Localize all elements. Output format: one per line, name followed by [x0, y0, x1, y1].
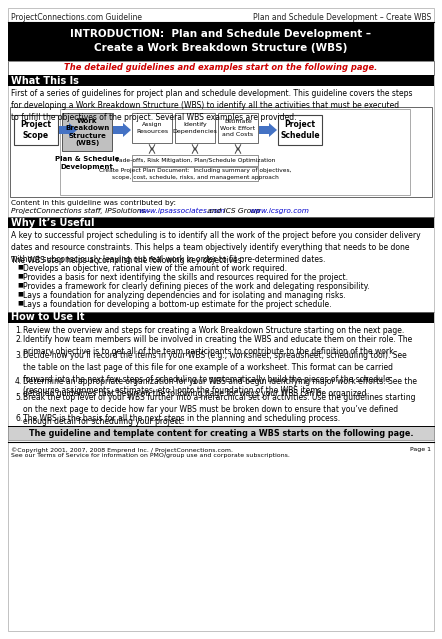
- Text: ■: ■: [17, 300, 23, 305]
- Text: ©Copyright 2001, 2007, 2008 Emprend Inc. / ProjectConnections.com.: ©Copyright 2001, 2007, 2008 Emprend Inc.…: [11, 447, 233, 452]
- Bar: [132, 167, 258, 181]
- Text: ■: ■: [17, 264, 23, 269]
- Text: Provides a framework for clearly defining pieces of the work and delegating resp: Provides a framework for clearly definin…: [23, 282, 370, 291]
- Text: 2.: 2.: [15, 335, 22, 344]
- Text: Assign
Resources: Assign Resources: [136, 123, 168, 134]
- Polygon shape: [113, 123, 131, 137]
- Polygon shape: [59, 123, 77, 137]
- Text: 6.: 6.: [15, 414, 22, 423]
- Text: Identify
Dependencies: Identify Dependencies: [172, 123, 217, 134]
- Bar: [60, 109, 410, 195]
- Text: First of a series of guidelines for project plan and schedule development. This : First of a series of guidelines for proj…: [11, 89, 412, 121]
- Text: How to Use It: How to Use It: [11, 312, 84, 323]
- Text: Why It’s Useful: Why It’s Useful: [11, 217, 95, 227]
- Text: Project
Schedule: Project Schedule: [280, 120, 320, 140]
- Text: 5.: 5.: [15, 393, 22, 402]
- Text: www.ipsassociates.com: www.ipsassociates.com: [138, 208, 225, 214]
- Text: Page 1: Page 1: [410, 447, 431, 452]
- Text: INTRODUCTION:  Plan and Schedule Development –: INTRODUCTION: Plan and Schedule Developm…: [71, 29, 371, 39]
- Bar: [8, 75, 434, 86]
- Bar: [14, 115, 58, 145]
- Text: Plan and Schedule Development – Create WBS: Plan and Schedule Development – Create W…: [253, 13, 431, 22]
- Text: A key to successful project scheduling is to identify all the work of the projec: A key to successful project scheduling i…: [11, 231, 421, 264]
- Bar: [62, 113, 112, 151]
- Bar: [132, 155, 258, 166]
- Text: The WBS is the basis for all the next steps in the planning and scheduling proce: The WBS is the basis for all the next st…: [23, 414, 340, 423]
- Text: Plan & Schedule
Development: Plan & Schedule Development: [55, 156, 119, 169]
- Text: ■: ■: [17, 273, 23, 278]
- Text: Project
Scope: Project Scope: [20, 120, 52, 140]
- Text: Trade-offs, Risk Mitigation, Plan/Schedule Optimization: Trade-offs, Risk Mitigation, Plan/Schedu…: [114, 158, 276, 163]
- Bar: [8, 217, 434, 228]
- Text: and ICS Group: and ICS Group: [205, 208, 263, 214]
- Text: ProjectConnections staff, IPSolutions -: ProjectConnections staff, IPSolutions -: [11, 208, 153, 214]
- Text: Lays a foundation for developing a bottom-up estimate for the project schedule.: Lays a foundation for developing a botto…: [23, 300, 331, 309]
- Text: Provides a basis for next identifying the skills and resources required for the : Provides a basis for next identifying th…: [23, 273, 348, 282]
- Bar: [10, 107, 432, 197]
- Text: 1.: 1.: [15, 326, 22, 335]
- Text: Review the overview and steps for creating a Work Breakdown Structure starting o: Review the overview and steps for creati…: [23, 326, 404, 335]
- Text: ProjectConnections.com Guideline: ProjectConnections.com Guideline: [11, 13, 142, 22]
- Text: Create a Work Breakdown Structure (WBS): Create a Work Breakdown Structure (WBS): [94, 43, 348, 53]
- Text: Work
Breakdown
Structure
(WBS): Work Breakdown Structure (WBS): [65, 118, 109, 146]
- Polygon shape: [259, 123, 277, 137]
- Text: Identify how team members will be involved in creating the WBS and educate them : Identify how team members will be involv…: [23, 335, 412, 356]
- Text: Decide how you’ll record the items in your WBS (e.g., worksheet, spreadsheet, sc: Decide how you’ll record the items in yo…: [23, 351, 407, 396]
- Bar: [175, 113, 215, 143]
- Text: www.icsgro.com: www.icsgro.com: [249, 208, 309, 214]
- Bar: [8, 312, 434, 323]
- Bar: [8, 426, 434, 440]
- Bar: [8, 61, 434, 75]
- Text: The guideline and template content for creating a WBS starts on the following pa: The guideline and template content for c…: [29, 429, 413, 438]
- Bar: [132, 113, 172, 143]
- Text: Lays a foundation for analyzing dependencies and for isolating and managing risk: Lays a foundation for analyzing dependen…: [23, 291, 346, 300]
- Text: ■: ■: [17, 282, 23, 287]
- Bar: [8, 23, 434, 61]
- Text: Content in this guideline was contributed by:: Content in this guideline was contribute…: [11, 200, 176, 206]
- Text: The detailed guidelines and examples start on the following page.: The detailed guidelines and examples sta…: [65, 63, 377, 72]
- Text: Break the top level of your WBS further into a hierarchical set of activities. U: Break the top level of your WBS further …: [23, 393, 415, 426]
- Text: What This Is: What This Is: [11, 75, 79, 86]
- Bar: [278, 115, 322, 145]
- Text: Determine an appropriate organization for your WBS and begin identifying major w: Determine an appropriate organization fo…: [23, 377, 417, 398]
- Text: Develops an objective, rational view of the amount of work required.: Develops an objective, rational view of …: [23, 264, 287, 273]
- Bar: [218, 113, 258, 143]
- Text: 3.: 3.: [15, 351, 22, 360]
- Text: See our Terms of Service for information on PMO/group use and corporate subscrip: See our Terms of Service for information…: [11, 453, 290, 458]
- Text: 4.: 4.: [15, 377, 22, 386]
- Text: ■: ■: [17, 291, 23, 296]
- Text: Estimate
Work Effort
and Costs: Estimate Work Effort and Costs: [221, 119, 255, 137]
- Text: Create Project Plan Document:  Including summary of objectives,
scope, cost, sch: Create Project Plan Document: Including …: [99, 168, 291, 180]
- Text: The WBS step helps accomplish the following key objectives:: The WBS step helps accomplish the follow…: [11, 256, 244, 265]
